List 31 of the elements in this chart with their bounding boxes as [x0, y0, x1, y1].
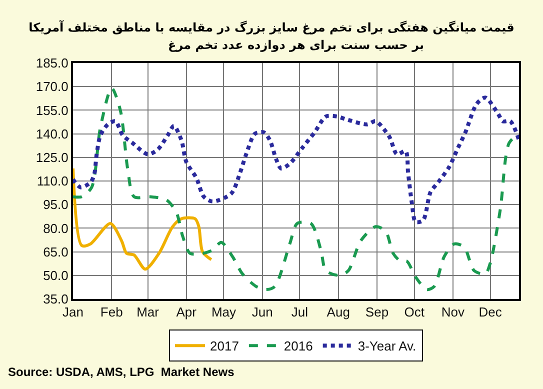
y-tick-label: 110.0 — [36, 174, 68, 189]
y-tick-label: 50.0 — [43, 268, 68, 283]
legend-label: 2016 — [284, 338, 313, 354]
legend-label: 2017 — [210, 338, 239, 354]
x-tick-label: Dec — [478, 304, 502, 320]
y-tick-label: 170.0 — [36, 79, 68, 94]
x-tick-label: Nov — [441, 304, 466, 320]
x-tick-label: Mar — [136, 304, 160, 320]
y-tick-label: 140.0 — [36, 126, 68, 142]
chart-subtitle: بر حسب سنت برای هر دوازده عدد تخم مرغ — [168, 38, 424, 52]
chart-title: قیمت میانگین هفتگی برای تخم مرغ سایز بزرگ در مقایسه با مناطق مختلف آمریکا — [28, 20, 514, 35]
line-series — [73, 166, 213, 271]
legend-label: 3-Year Av. — [358, 338, 416, 354]
source-note: Source: USDA, AMS, LPG Market News — [8, 365, 235, 379]
y-tick-label: 125.0 — [36, 150, 68, 165]
x-tick-label: Apr — [176, 304, 198, 320]
x-tick-label: May — [211, 304, 237, 320]
x-tick-label: Feb — [100, 304, 123, 320]
y-tick-label: 155.0 — [36, 102, 68, 118]
x-tick-label: Jul — [291, 304, 308, 320]
x-tick-label: Aug — [326, 304, 350, 320]
y-tick-label: 185.0 — [36, 56, 68, 71]
line-series — [73, 96, 519, 224]
x-tick-label: Oct — [404, 304, 425, 320]
x-tick-label: Jun — [252, 304, 273, 320]
x-tick-label: Sep — [365, 304, 389, 320]
x-tick-label: Jan — [62, 304, 84, 320]
y-tick-label: 65.0 — [43, 244, 68, 260]
y-tick-label: 80.0 — [43, 220, 68, 236]
y-tick-label: 95.0 — [43, 197, 68, 212]
y-tick-label: 35.0 — [43, 292, 68, 307]
